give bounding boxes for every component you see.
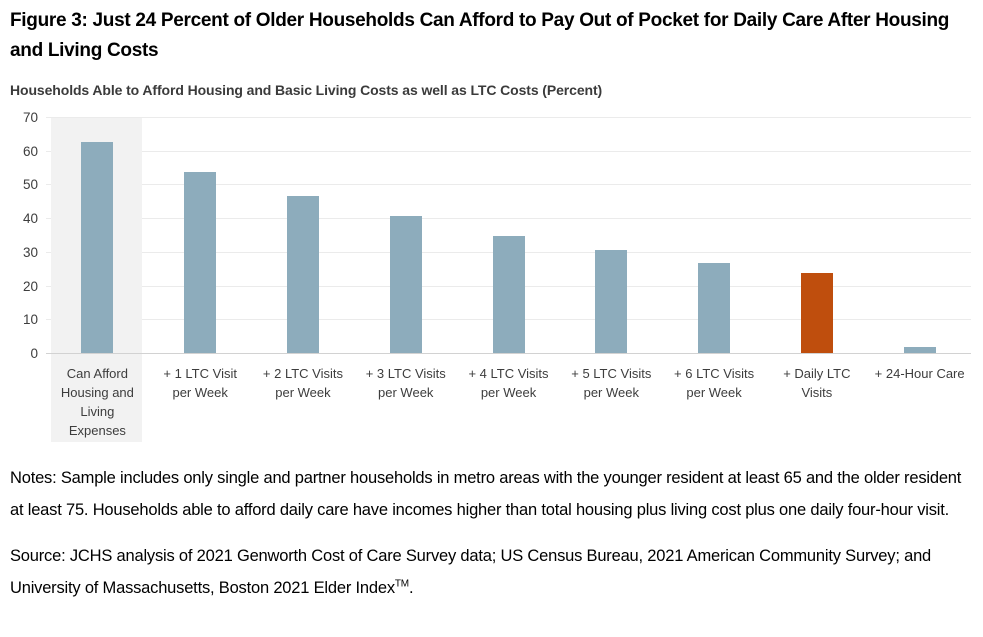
gridline: [46, 150, 971, 152]
bar: [903, 347, 936, 354]
x-axis-label: + 5 LTC Visits per Week: [571, 366, 652, 400]
bar: [595, 249, 628, 354]
x-axis-label: + 24-Hour Care: [874, 366, 965, 381]
bar: [492, 236, 525, 354]
y-axis-tick-label: 40: [22, 211, 38, 227]
x-axis-label: + 4 LTC Visits per Week: [468, 366, 549, 400]
y-axis-tick-label: 20: [22, 278, 38, 294]
bar-chart: 0 10 20 30 40 50 60 70 Can Afford Housing and L…: [10, 110, 971, 442]
gridline: [46, 184, 971, 186]
bar-zone: [149, 118, 252, 354]
bar-zone: [868, 118, 971, 354]
x-axis-label: + 1 LTC Visit per Week: [163, 366, 237, 400]
bar-zone: [354, 118, 457, 354]
zero-axis-line: [46, 353, 971, 354]
chart-column: + 5 LTC Visits per Week: [560, 118, 663, 442]
plot-area: Can Afford Housing and Living Expenses + …: [46, 117, 971, 442]
source-text: Source: JCHS analysis of 2021 Genworth C…: [10, 540, 968, 604]
bar: [81, 141, 114, 354]
highlighted-bar: [800, 273, 833, 354]
chart-column: + 24-Hour Care: [868, 118, 971, 442]
y-axis-tick-label: 0: [30, 346, 38, 361]
y-axis-tick-label: 10: [22, 312, 38, 328]
bar: [698, 262, 731, 354]
x-axis-label: + 2 LTC Visits per Week: [262, 366, 343, 400]
y-axis-tick-label: 70: [22, 110, 38, 125]
notes-text: Notes: Sample includes only single and p…: [10, 469, 962, 519]
source-suffix: .: [408, 579, 414, 597]
x-axis-label: Can Afford Housing and Living Expenses: [60, 366, 134, 438]
figure-title: Figure 3: Just 24 Percent of Older House…: [10, 10, 950, 61]
bar-zone: [560, 118, 663, 354]
bar: [286, 195, 319, 354]
chart-column: Can Afford Housing and Living Expenses: [46, 118, 149, 442]
bar-zone: [765, 118, 868, 354]
chart-column: + 1 LTC Visit per Week: [149, 118, 252, 442]
figure-page: Figure 3: Just 24 Percent of Older House…: [10, 10, 971, 604]
chart-column: + 6 LTC Visits per Week: [663, 118, 766, 442]
trademark-superscript: TM: [394, 578, 409, 590]
x-axis-label: + 6 LTC Visits per Week: [674, 366, 755, 400]
bar-zone: [663, 118, 766, 354]
bar: [184, 171, 217, 354]
chart-column: + Daily LTC Visits: [765, 118, 868, 442]
bar-zone: [252, 118, 355, 354]
chart-column: + 2 LTC Visits per Week: [252, 118, 355, 442]
y-axis: 0 10 20 30 40 50 60 70: [10, 110, 46, 361]
bar-zone: [46, 118, 149, 354]
x-axis-label: + 3 LTC Visits per Week: [365, 366, 446, 400]
chart-column: + 4 LTC Visits per Week: [457, 118, 560, 442]
y-axis-tick-label: 60: [22, 143, 38, 159]
source-prefix: Source: JCHS analysis of 2021 Genworth C…: [10, 547, 932, 597]
bar-zone: [457, 118, 560, 354]
chart-column: + 3 LTC Visits per Week: [354, 118, 457, 442]
chart-subtitle: Households Able to Afford Housing and Ba…: [10, 82, 603, 98]
gridline: [46, 117, 971, 118]
x-axis-label: + Daily LTC Visits: [783, 366, 851, 400]
y-axis-tick-label: 30: [22, 244, 38, 260]
gridline: [46, 218, 971, 220]
y-axis-tick-label: 50: [22, 177, 38, 193]
bar-columns: Can Afford Housing and Living Expenses + …: [46, 118, 971, 442]
bar: [389, 215, 422, 354]
